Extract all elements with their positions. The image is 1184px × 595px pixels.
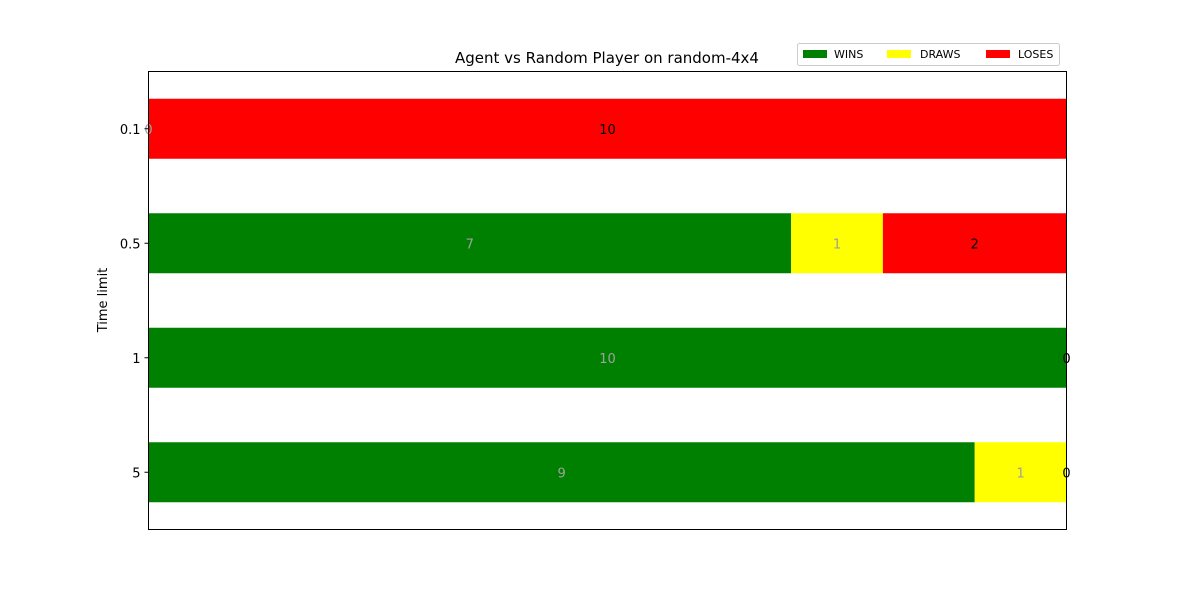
bar-value-label: 1	[1016, 466, 1024, 481]
legend-swatch-loses	[986, 50, 1010, 58]
legend-label-wins: WINS	[834, 48, 863, 61]
bar-segment-wins	[148, 442, 975, 503]
y-ticks-group: 0.1 0.5 1 5	[120, 123, 149, 481]
bar-value-label: 7	[466, 237, 474, 252]
bar-value-label: 10	[599, 352, 616, 367]
bar-segment-draws	[974, 442, 1067, 503]
bar-segment-loses	[148, 98, 1067, 159]
legend-label-draws: DRAWS	[920, 48, 960, 61]
bar-labels-group: 0 107 1 210 009 1 0	[144, 123, 1070, 482]
bars-group	[148, 98, 1067, 503]
bar-segment-wins	[148, 213, 792, 274]
legend-swatch-draws	[887, 50, 911, 58]
legend-frame	[797, 43, 1060, 66]
plot-frame	[148, 71, 1067, 530]
bar-value-label: 1	[833, 237, 841, 252]
legend-swatch-wins	[803, 50, 827, 58]
y-tick-label: 1	[132, 352, 140, 367]
bar-value-label: 10	[599, 123, 616, 138]
bar-segment-wins	[148, 327, 1067, 388]
legend: WINS DRAWS LOSES	[797, 43, 1060, 66]
legend-label-loses: LOSES	[1018, 48, 1053, 61]
chart-title: Agent vs Random Player on random-4x4	[455, 49, 759, 67]
y-axis-label: Time limit	[96, 268, 111, 334]
bar-segment-loses	[882, 213, 1067, 274]
bar-value-label: 9	[557, 466, 565, 481]
y-tick-label: 0.1	[120, 123, 141, 138]
bar-value-label: 2	[971, 237, 979, 252]
y-tick-label: 0.5	[120, 237, 141, 252]
bar-segment-draws	[791, 213, 883, 274]
y-tick-label: 5	[132, 466, 140, 481]
